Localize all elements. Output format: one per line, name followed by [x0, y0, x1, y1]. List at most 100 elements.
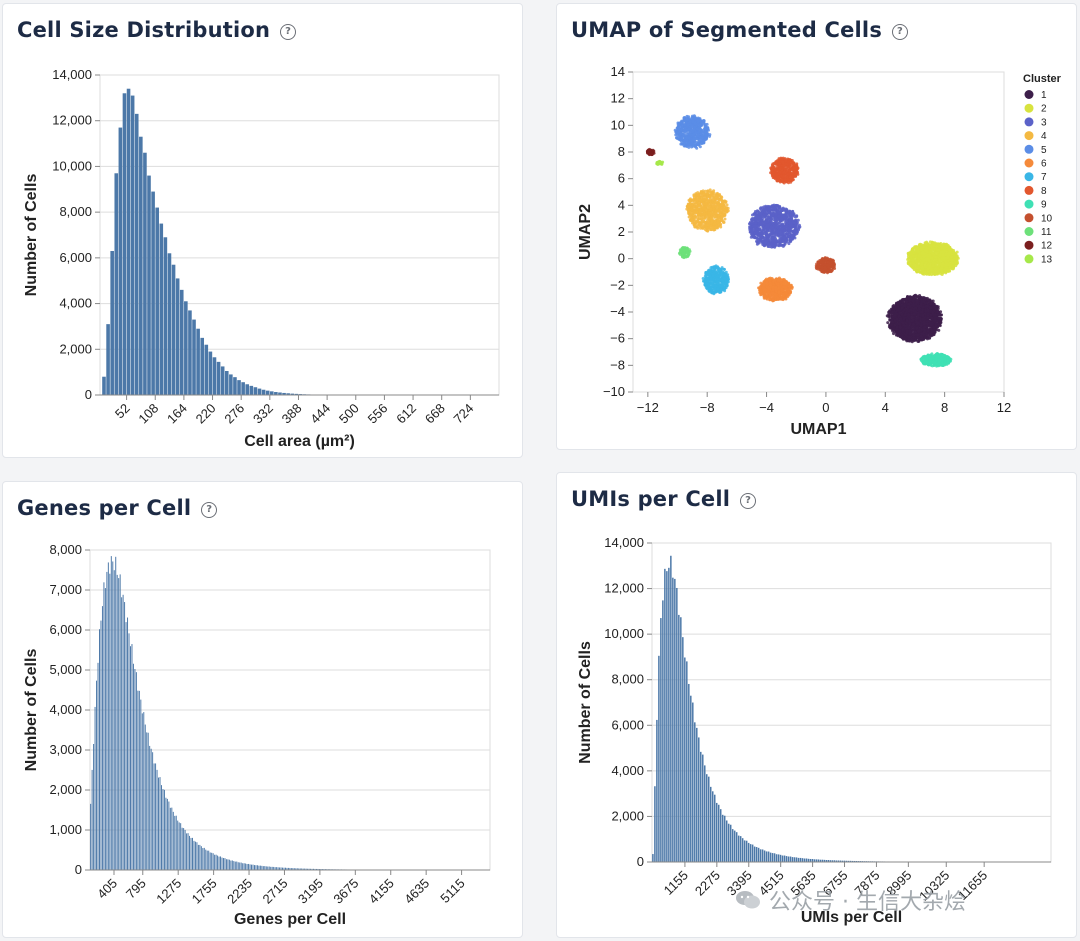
umap-point-cluster-3: [769, 230, 773, 234]
umap-point-cluster-1: [892, 306, 896, 310]
y-tick-label: −4: [610, 304, 625, 319]
umap-point-cluster-1: [909, 296, 913, 300]
umap-point-cluster-3: [777, 234, 781, 238]
umap-point-cluster-2: [940, 270, 944, 274]
umap-point-cluster-3: [758, 212, 762, 216]
umap-point-cluster-3: [758, 237, 762, 241]
umap-point-cluster-1: [896, 305, 900, 309]
y-tick-label: 4,000: [59, 296, 92, 311]
umap-point-cluster-4: [725, 203, 729, 207]
umap-point-cluster-2: [928, 243, 932, 247]
histogram-bar: [159, 223, 164, 395]
umap-point-cluster-3: [797, 225, 801, 229]
umap-point-cluster-1: [895, 325, 899, 329]
umap-point-cluster-1: [912, 307, 916, 311]
umap-point-cluster-2: [950, 255, 954, 259]
umap-point-cluster-3: [783, 208, 787, 212]
x-tick-label: 0: [822, 400, 829, 415]
x-tick-label: 556: [365, 401, 391, 427]
umap-point-cluster-1: [898, 325, 902, 329]
histogram-bar: [233, 377, 237, 395]
umap-point-cluster-2: [914, 246, 918, 250]
help-icon[interactable]: ?: [280, 23, 297, 40]
umap-point-cluster-1: [933, 304, 937, 308]
cell-size-histogram: 02,0004,0006,0008,00010,00012,00014,0005…: [23, 67, 500, 450]
umap-point-cluster-1: [924, 309, 928, 313]
umap-point-cluster-1: [911, 318, 915, 322]
umap-point-cluster-4: [707, 204, 711, 208]
umap-point-cluster-1: [914, 293, 918, 297]
histogram-bar: [179, 289, 184, 395]
umap-point-cluster-2: [932, 242, 936, 246]
histogram-bar: [118, 127, 123, 396]
umap-point-cluster-1: [903, 313, 907, 317]
umap-point-cluster-1: [891, 320, 895, 324]
umap-point-cluster-2: [924, 257, 928, 261]
umap-point-cluster-1: [929, 334, 933, 338]
umap-point-cluster-3: [795, 229, 799, 233]
umap-point-cluster-2: [934, 272, 938, 276]
umap-point-cluster-2: [941, 262, 945, 266]
histogram-bar: [110, 251, 114, 395]
umap-point-cluster-3: [788, 209, 792, 213]
umap-point-cluster-1: [936, 310, 940, 314]
histogram-bar: [220, 366, 225, 395]
umap-point-cluster-1: [901, 328, 905, 332]
umap-point-cluster-3: [778, 205, 782, 209]
y-tick-label: 12,000: [52, 113, 92, 128]
histogram-bar: [106, 324, 110, 395]
umap-point-cluster-4: [721, 212, 725, 216]
umap-point-cluster-2: [920, 266, 924, 270]
umap-point-cluster-1: [926, 329, 930, 333]
umap-points: [645, 114, 960, 368]
umap-point-cluster-3: [771, 244, 775, 248]
umap-point-cluster-1: [898, 311, 902, 315]
umap-point-cluster-2: [911, 259, 915, 263]
histogram-bar: [155, 207, 159, 395]
umap-point-cluster-2: [922, 270, 926, 274]
help-icon[interactable]: ?: [892, 23, 909, 40]
umap-point-cluster-1: [907, 312, 911, 316]
umap-point-cluster-1: [887, 314, 891, 318]
umap-point-cluster-3: [795, 214, 799, 218]
umap-point-cluster-1: [889, 323, 893, 327]
umap-point-cluster-3: [762, 240, 766, 244]
umap-point-cluster-2: [945, 248, 949, 252]
umap-point-cluster-2: [940, 264, 944, 268]
x-tick-label: −12: [637, 400, 659, 415]
umap-point-cluster-3: [763, 220, 767, 224]
umap-point-cluster-3: [747, 222, 751, 226]
umap-point-cluster-1: [911, 299, 915, 303]
umap-point-cluster-1: [891, 310, 895, 314]
umap-point-cluster-1: [901, 321, 905, 325]
umap-point-cluster-2: [946, 255, 950, 259]
umap-point-cluster-2: [946, 268, 950, 272]
y-tick-label: 6: [618, 171, 625, 186]
x-tick-label: 220: [193, 401, 219, 427]
umap-point-cluster-1: [923, 325, 927, 329]
umap-point-cluster-3: [751, 229, 755, 233]
histogram-bar: [184, 301, 188, 395]
x-tick-label: 8: [941, 400, 948, 415]
histogram-bar: [171, 264, 176, 395]
umap-point-cluster-3: [753, 236, 757, 240]
y-tick-label: 0: [618, 251, 625, 266]
histogram-bar: [130, 95, 135, 396]
histogram-bar: [192, 319, 196, 395]
y-tick-label: −10: [603, 384, 625, 399]
y-tick-label: 2: [618, 224, 625, 239]
umap-point-cluster-1: [913, 330, 917, 334]
umap-point-cluster-2: [955, 250, 959, 254]
y-tick-label: 2,000: [59, 341, 92, 356]
umap-point-cluster-3: [757, 228, 761, 232]
umap-point-cluster-4: [696, 225, 700, 229]
umap-point-cluster-3: [769, 205, 773, 209]
umap-point-cluster-3: [748, 225, 752, 229]
x-tick-label: 276: [221, 401, 247, 427]
x-tick-label: 668: [422, 401, 448, 427]
umap-title: UMAP of Segmented Cells?: [571, 18, 909, 42]
umap-point-cluster-1: [912, 304, 916, 308]
umap-point-cluster-3: [769, 218, 773, 222]
umap-point-cluster-3: [769, 225, 773, 229]
umap-point-cluster-3: [778, 237, 782, 241]
